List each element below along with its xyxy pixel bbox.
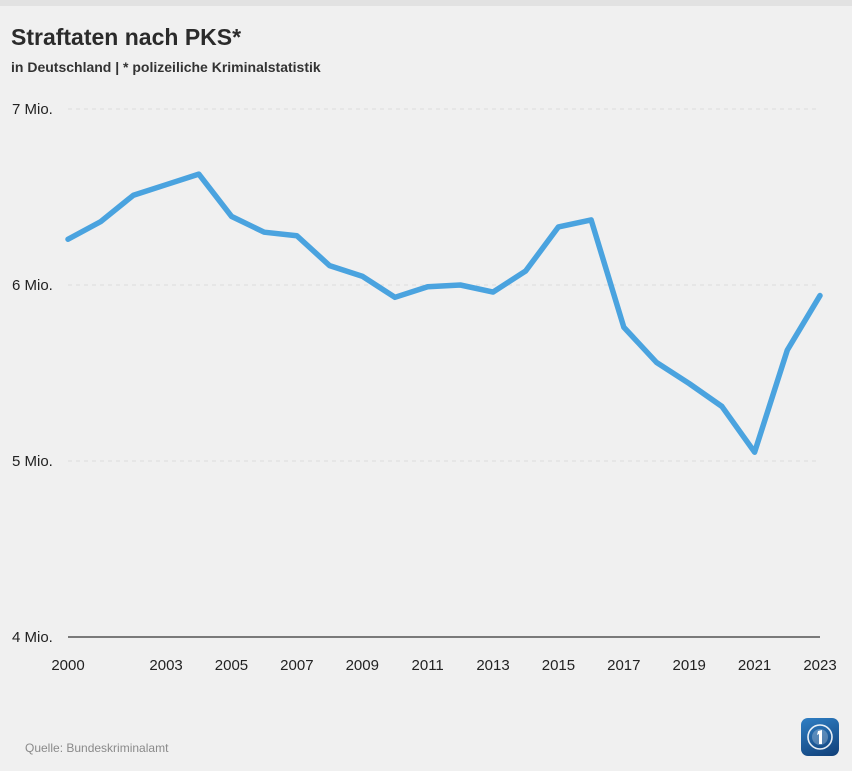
chart-title: Straftaten nach PKS*: [11, 24, 242, 50]
x-tick-label: 2013: [476, 657, 509, 674]
x-tick-label: 2003: [149, 657, 182, 674]
x-tick-label: 2011: [412, 657, 444, 674]
x-tick-label: 2009: [346, 657, 379, 674]
x-tick-label: 2007: [280, 657, 313, 674]
x-tick-label: 2021: [738, 657, 771, 674]
x-tick-label: 2000: [51, 657, 84, 674]
y-tick-label: 5 Mio.: [12, 453, 53, 470]
x-tick-label: 2023: [803, 657, 836, 674]
top-border: [0, 0, 852, 6]
y-tick-label: 7 Mio.: [12, 101, 53, 118]
x-tick-label: 2005: [215, 657, 248, 674]
x-tick-label: 2017: [607, 657, 640, 674]
y-tick-label: 4 Mio.: [12, 629, 53, 646]
logo-glyph-icon: [807, 724, 833, 750]
tagesschau-logo-icon[interactable]: [801, 718, 839, 756]
x-tick-label: 2015: [542, 657, 575, 674]
series-line: [65, 171, 823, 455]
source-note: Quelle: Bundeskriminalamt: [25, 741, 169, 755]
chart-subtitle: in Deutschland | * polizeiliche Kriminal…: [11, 59, 321, 75]
y-tick-label: 6 Mio.: [12, 277, 53, 294]
x-tick-label: 2019: [673, 657, 706, 674]
